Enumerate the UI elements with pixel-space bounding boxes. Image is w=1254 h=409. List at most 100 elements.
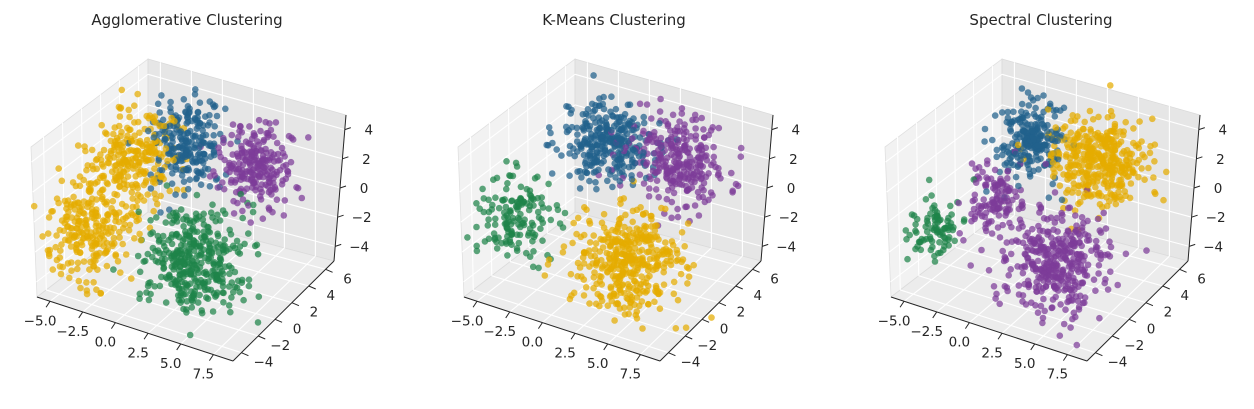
data-point [152, 119, 159, 126]
data-point [1037, 242, 1044, 250]
data-point [629, 135, 636, 142]
data-point [58, 177, 66, 185]
data-point [1052, 124, 1059, 131]
x-tick-label: 2.5 [981, 345, 1002, 361]
grid-line-z [147, 196, 336, 247]
data-point [75, 277, 83, 285]
data-point [1036, 201, 1043, 209]
data-point [1097, 143, 1105, 150]
data-point [52, 243, 59, 251]
data-point [108, 205, 115, 212]
data-point [996, 300, 1003, 308]
data-point [990, 184, 997, 192]
data-point [236, 288, 244, 296]
data-point [616, 220, 623, 228]
data-point [158, 273, 165, 281]
data-point [162, 145, 170, 152]
x-tick-label: 2.5 [127, 345, 148, 361]
data-point [225, 283, 233, 290]
data-point [48, 208, 55, 215]
data-point [586, 152, 594, 160]
data-point [172, 191, 179, 198]
data-point [119, 240, 126, 248]
data-point [159, 259, 166, 267]
data-point [710, 143, 717, 151]
data-point [165, 236, 172, 244]
data-point [1141, 153, 1148, 161]
x-tick-label: 0.0 [949, 335, 970, 351]
data-point [643, 101, 651, 108]
data-point [250, 201, 257, 209]
data-point [74, 265, 81, 273]
data-point [1020, 127, 1028, 135]
data-point [147, 290, 154, 298]
data-point [648, 115, 655, 122]
data-point [169, 258, 177, 265]
z-tick [344, 127, 351, 131]
y-tick [1095, 352, 1103, 357]
data-point [1013, 193, 1020, 200]
data-point [1041, 307, 1048, 315]
data-point [108, 240, 116, 247]
data-point [625, 122, 632, 129]
data-point [645, 193, 653, 200]
data-point [78, 203, 85, 211]
data-point [1028, 258, 1036, 266]
data-point [197, 134, 204, 141]
data-point [1127, 180, 1135, 187]
data-point [112, 251, 119, 258]
data-point [200, 280, 207, 287]
data-point [1002, 256, 1010, 264]
data-point [545, 124, 553, 131]
data-point [566, 142, 574, 150]
data-point [253, 241, 261, 249]
data-point [146, 224, 154, 232]
data-point [616, 135, 623, 142]
data-point [927, 235, 934, 243]
data-point [193, 191, 201, 199]
data-point [514, 206, 521, 213]
z-axis-line [333, 114, 347, 262]
data-point [994, 189, 1002, 197]
data-point [606, 138, 613, 145]
data-point [222, 105, 229, 113]
x-axis-line [890, 296, 1088, 362]
data-point [116, 234, 123, 241]
data-point [543, 141, 550, 149]
data-point [83, 287, 91, 294]
data-point [136, 268, 144, 276]
data-point [513, 231, 521, 238]
data-point [77, 284, 84, 292]
data-point [1055, 270, 1062, 277]
data-point [117, 167, 124, 174]
y-tick [701, 318, 710, 323]
data-point [580, 292, 588, 299]
data-point [1006, 219, 1013, 227]
data-point [282, 161, 290, 169]
data-point [129, 211, 136, 219]
data-point [1107, 82, 1114, 89]
data-point [194, 109, 202, 116]
data-point [272, 119, 280, 126]
grid-line-x [640, 255, 743, 355]
y-tick [274, 318, 283, 323]
data-point [124, 132, 131, 140]
data-point [281, 153, 289, 160]
data-point [1004, 143, 1012, 151]
data-point [1040, 92, 1047, 99]
data-point [242, 149, 249, 157]
data-point [638, 261, 646, 269]
data-point [1049, 296, 1057, 303]
data-point [1104, 286, 1112, 293]
data-point [1003, 183, 1011, 190]
data-point [590, 72, 597, 79]
data-point [1095, 270, 1102, 277]
data-point [1032, 104, 1039, 112]
data-point [684, 220, 692, 227]
data-point [690, 261, 697, 269]
data-point [1069, 315, 1076, 323]
data-point [215, 249, 223, 256]
data-point [485, 208, 493, 216]
data-point [606, 255, 614, 263]
z-tick-label: −4 [1203, 239, 1223, 255]
